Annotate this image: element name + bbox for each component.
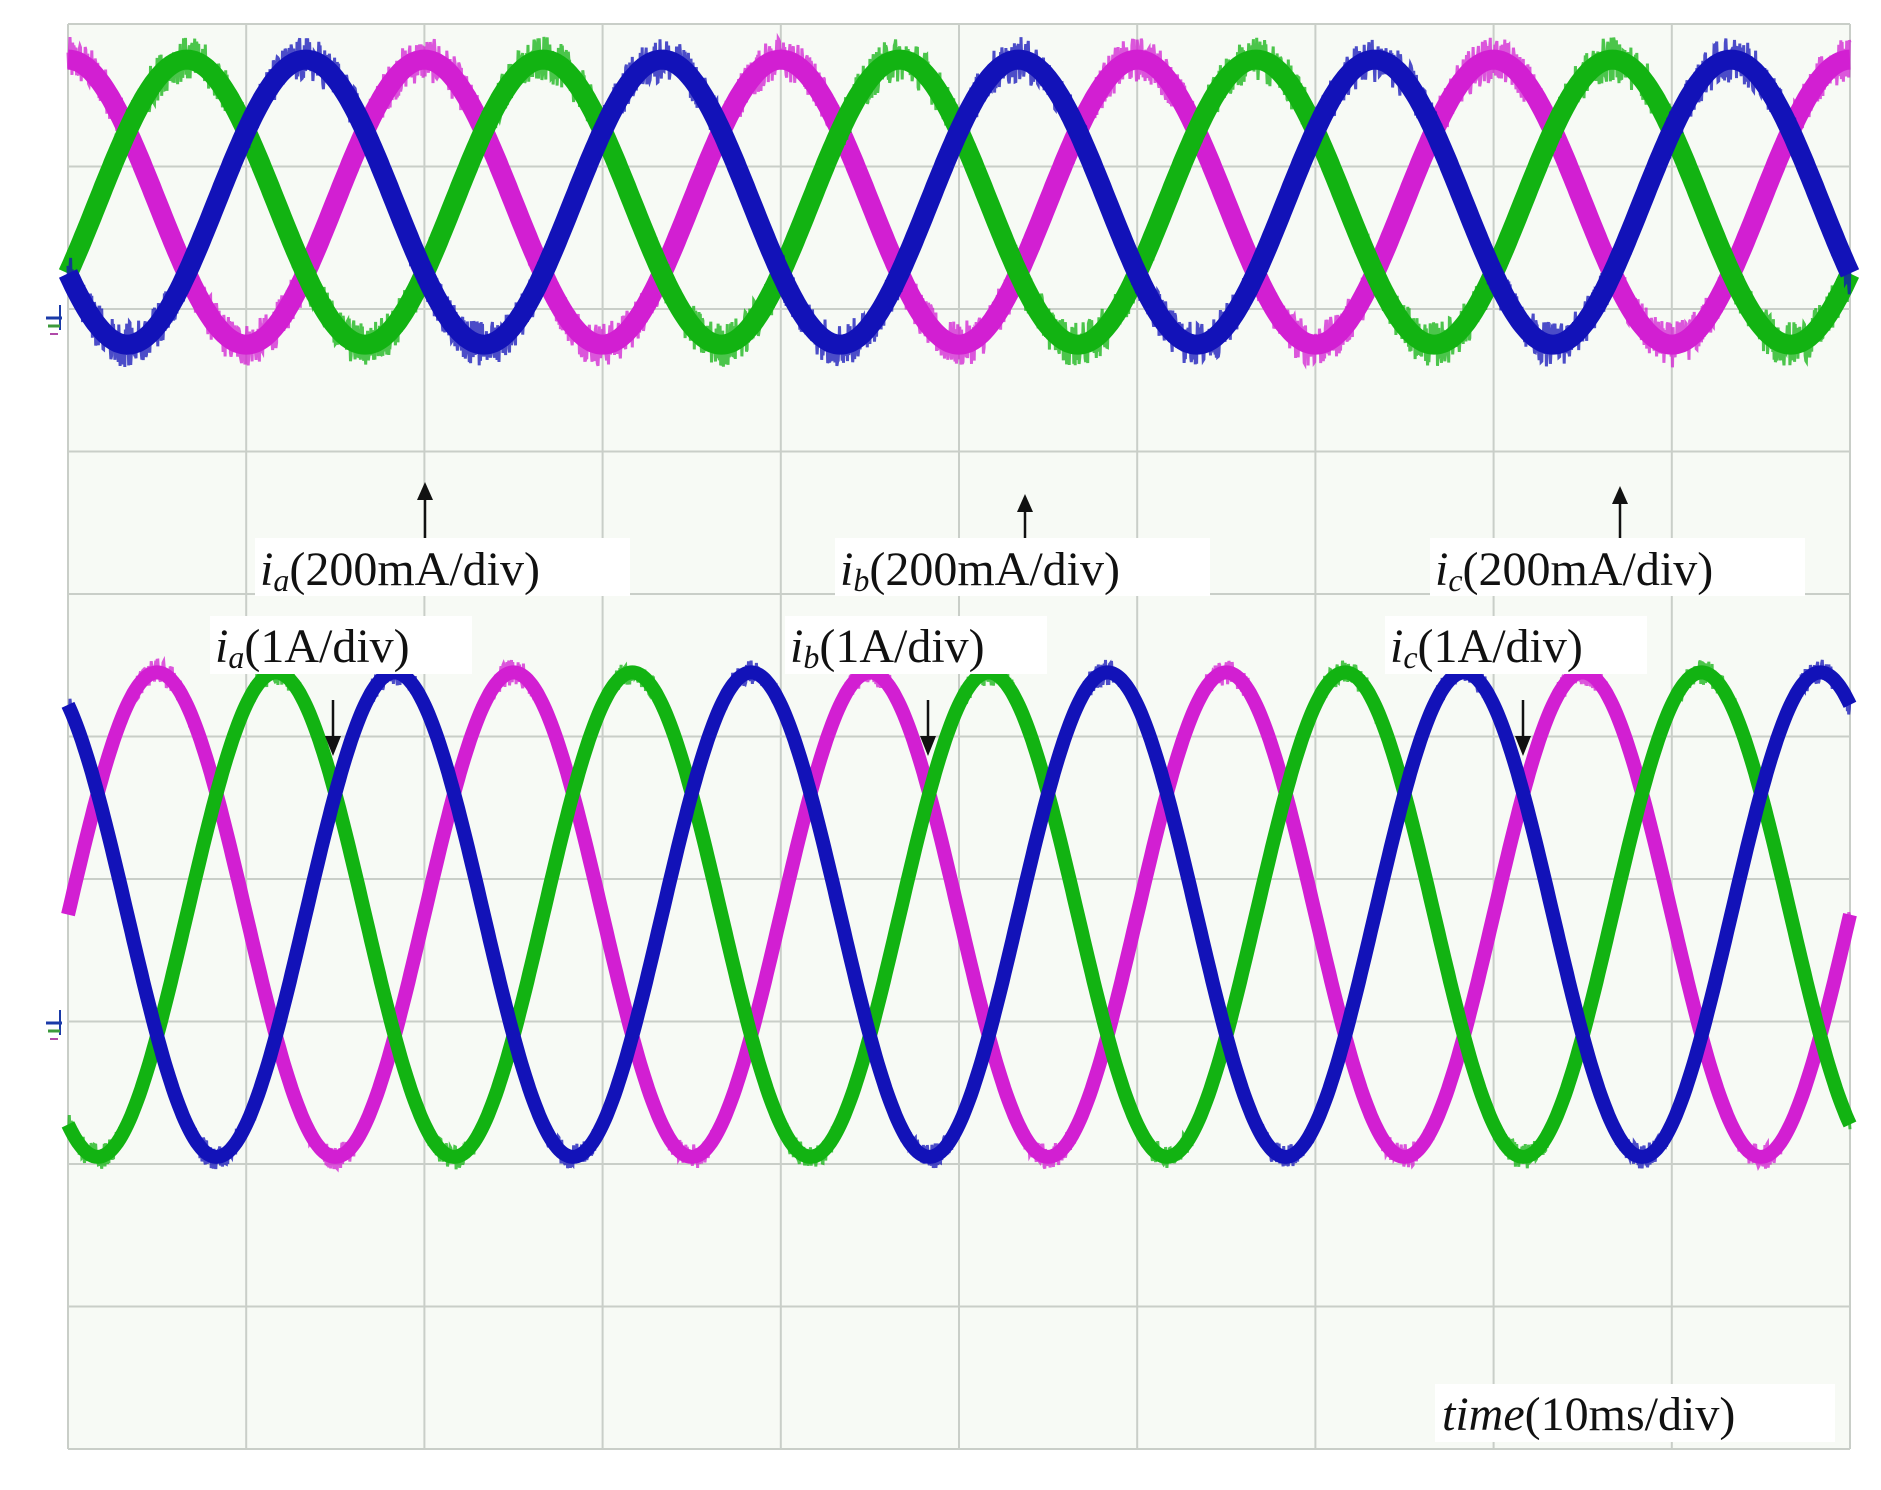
bottom-trace-i_c xyxy=(61,665,1857,1164)
label-ib-200ma: ib(200mA/div) xyxy=(835,538,1210,598)
label-ic-1a: ic(1A/div) xyxy=(1385,616,1647,675)
label-unit: (200mA/div) xyxy=(1463,543,1714,596)
arrow-up-ia xyxy=(417,482,433,538)
ground-marker-top xyxy=(46,305,62,335)
svg-text:ic(200mA/div): ic(200mA/div) xyxy=(1435,543,1713,598)
label-sub: c xyxy=(1403,639,1417,675)
svg-text:ia(200mA/div): ia(200mA/div) xyxy=(260,543,540,598)
time-var: time xyxy=(1442,1388,1525,1441)
arrow-up-ic xyxy=(1612,486,1628,538)
label-unit: (1A/div) xyxy=(819,620,984,673)
time-unit: (10ms/div) xyxy=(1525,1388,1736,1441)
bottom-trace-i_b xyxy=(61,665,1857,1164)
label-unit: (1A/div) xyxy=(244,620,409,673)
label-sub: b xyxy=(803,639,819,675)
label-ic-200ma: ic(200mA/div) xyxy=(1430,538,1805,598)
arrow-down-ic xyxy=(1515,700,1531,756)
label-ia-200ma: ia(200mA/div) xyxy=(255,538,630,598)
arrow-down-ia xyxy=(325,700,341,756)
label-sub: c xyxy=(1448,562,1462,598)
svg-text:ia(1A/div): ia(1A/div) xyxy=(215,620,410,675)
svg-text:ib(200mA/div): ib(200mA/div) xyxy=(840,543,1120,598)
svg-text:ic(1A/div): ic(1A/div) xyxy=(1390,620,1583,675)
top-trace-i_c xyxy=(58,49,1860,355)
label-unit: (1A/div) xyxy=(1418,620,1583,673)
arrow-down-ib xyxy=(920,700,936,756)
label-ib-1a: ib(1A/div) xyxy=(785,616,1047,675)
label-sub: a xyxy=(273,562,289,598)
time-axis-label: time(10ms/div) xyxy=(1435,1384,1835,1442)
waveform-traces xyxy=(58,32,1860,1173)
label-unit: (200mA/div) xyxy=(289,543,540,596)
ground-marker-bottom xyxy=(46,1010,62,1040)
label-ia-1a: ia(1A/div) xyxy=(210,616,472,675)
bottom-trace-i_a xyxy=(61,665,1857,1164)
label-sub: b xyxy=(853,562,869,598)
label-var: i xyxy=(215,620,228,673)
label-unit: (200mA/div) xyxy=(869,543,1120,596)
label-var: i xyxy=(1390,620,1403,673)
label-sub: a xyxy=(228,639,244,675)
svg-text:ib(1A/div): ib(1A/div) xyxy=(790,620,985,675)
arrow-up-ib xyxy=(1017,494,1033,538)
label-var: i xyxy=(1435,543,1448,596)
label-var: i xyxy=(790,620,803,673)
label-var: i xyxy=(260,543,273,596)
label-var: i xyxy=(840,543,853,596)
svg-text:time(10ms/div): time(10ms/div) xyxy=(1442,1388,1735,1441)
